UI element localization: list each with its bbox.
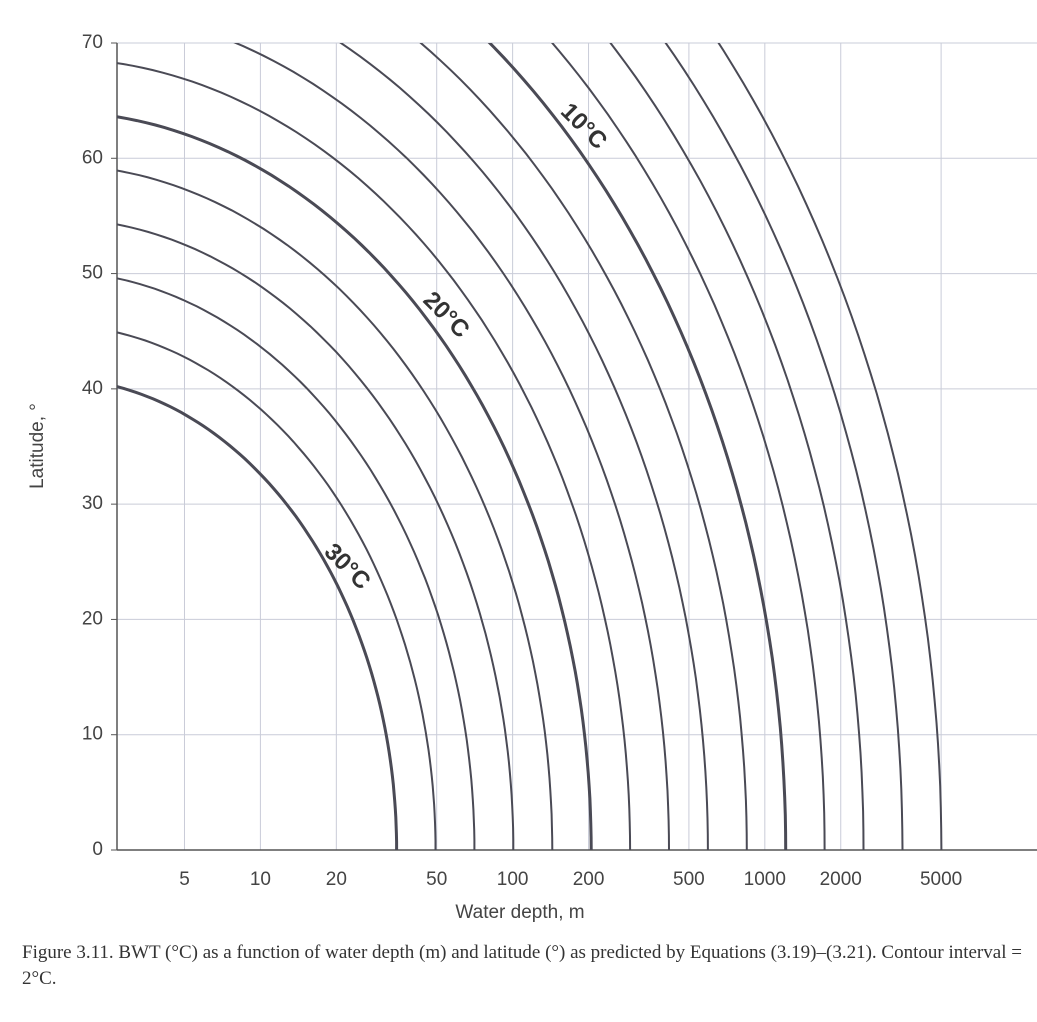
y-tick-label: 20 [82,608,103,629]
x-tick-label: 500 [673,869,705,890]
x-tick-label: 200 [573,869,605,890]
x-tick-label: 10 [250,869,271,890]
x-tick-label: 2000 [820,869,862,890]
y-tick-label: 70 [82,32,103,53]
contour-label: 10°C [555,98,612,155]
y-tick-label: 0 [92,839,103,860]
x-tick-label: 5 [179,869,190,890]
x-tick-label: 5000 [920,869,962,890]
x-tick-label: 100 [497,869,529,890]
contour-label: 20°C [418,286,475,343]
x-tick-label: 20 [326,869,347,890]
contour-line [53,0,708,850]
x-axis-label: Water depth, m [455,902,584,923]
y-axis-label: Latitude, ° [27,403,48,489]
contour-line [53,165,553,850]
contour-label: 4°C [643,0,691,37]
contour-line [53,378,397,850]
y-tick-label: 60 [82,147,103,168]
contour-line [53,0,942,850]
y-tick-label: 40 [82,378,103,399]
contour-line [53,0,903,850]
contour-line [53,272,475,850]
contour-line [53,112,592,851]
contour-line [53,0,864,850]
x-tick-label: 50 [426,869,447,890]
page: Water depth, m Latitude, ° 5102050100200… [0,0,1037,1022]
contours: 30°C20°C10°C4°C [53,0,942,850]
y-tick-label: 50 [82,263,103,284]
y-tick-label: 30 [82,493,103,514]
x-tick-label: 1000 [744,869,786,890]
contour-line [53,0,747,850]
y-tick-label: 10 [82,724,103,745]
caption: Figure 3.11. BWT (°C) as a function of w… [22,940,1022,991]
